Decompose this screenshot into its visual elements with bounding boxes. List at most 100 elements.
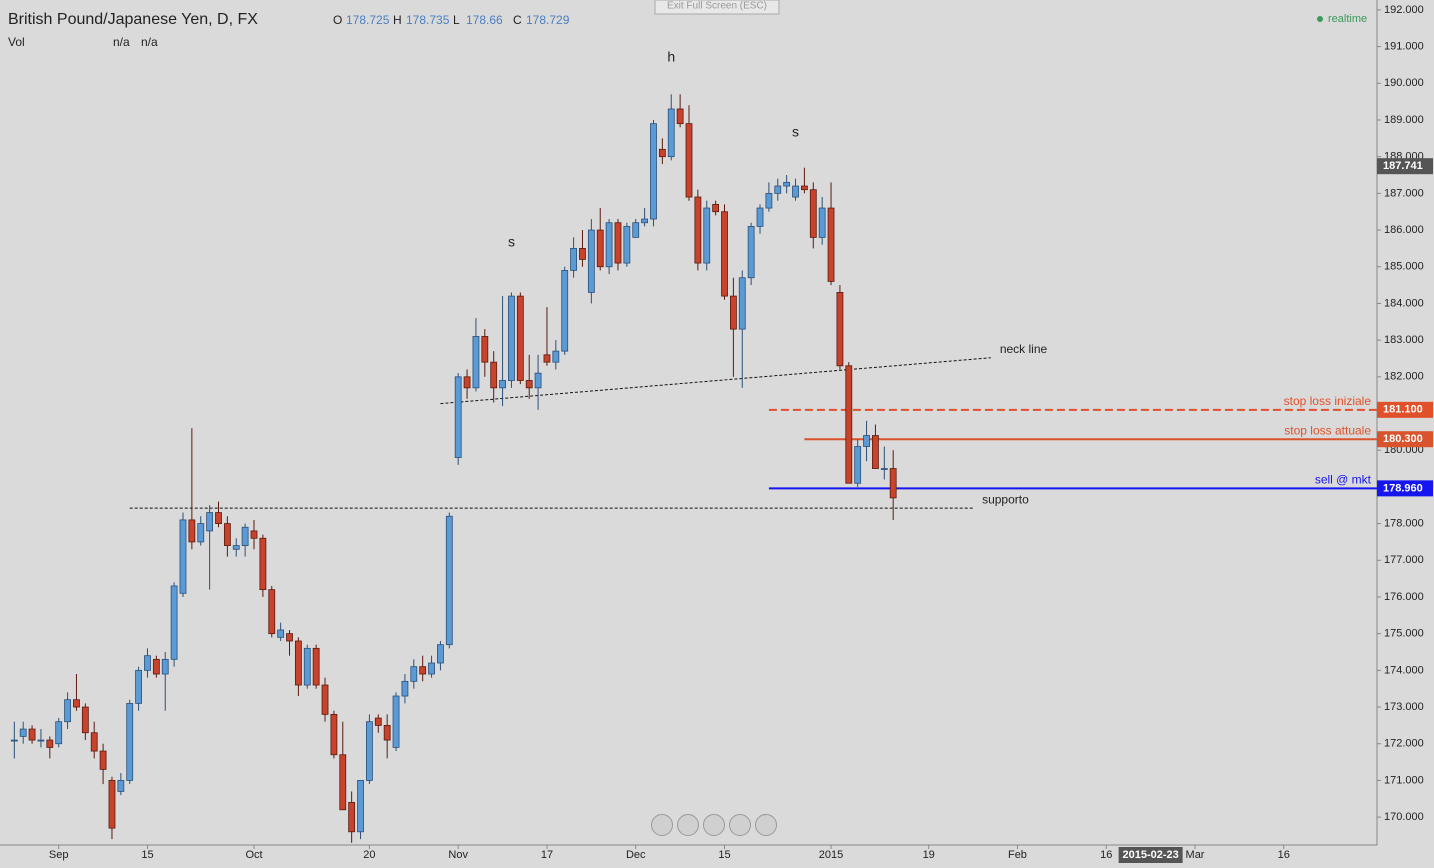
ohlc-key: L [453, 13, 460, 27]
y-tick-label: 172.000 [1384, 738, 1424, 750]
candle-body [508, 295, 515, 381]
x-tick-label: Oct [245, 849, 262, 861]
y-tick-label: 192.000 [1384, 4, 1424, 16]
candle-body [37, 739, 45, 742]
candle-body [135, 669, 143, 704]
candle-body [330, 713, 338, 756]
trend-label: neck line [1000, 342, 1048, 356]
ohlc-value: 178.66 [466, 13, 503, 27]
candle-body [863, 435, 870, 447]
candle-body [241, 526, 249, 546]
x-tick-label: 16 [1100, 849, 1112, 861]
level-tag [1377, 431, 1433, 448]
level-label: sell @ mkt [1315, 473, 1372, 487]
candle-body [170, 585, 178, 660]
candle-body [765, 192, 773, 209]
candle-body [286, 633, 293, 642]
x-tick-label: Feb [1008, 849, 1027, 861]
candle-body [73, 699, 80, 708]
level-tag-label: 178.960 [1383, 482, 1423, 494]
y-tick-label: 184.000 [1384, 297, 1424, 309]
candle-body [161, 658, 169, 675]
y-tick-label: 171.000 [1384, 774, 1424, 786]
fullscreen-button[interactable] [654, 0, 780, 15]
y-tick-label: 183.000 [1384, 334, 1424, 346]
candle-body [179, 519, 187, 594]
level-label: stop loss attuale [1284, 423, 1371, 437]
zoom-out[interactable] [677, 814, 699, 836]
candle-body [676, 108, 684, 125]
reset[interactable] [703, 814, 725, 836]
candle-body [64, 699, 71, 723]
candle-body [872, 435, 879, 469]
candle-body [738, 277, 746, 330]
candle-body [623, 225, 631, 264]
status: realtime [1328, 13, 1367, 25]
candle-body [303, 647, 311, 686]
x-tick-label: 15 [718, 849, 730, 861]
candle-body [596, 229, 604, 268]
candle-body [472, 336, 480, 389]
candle-body [223, 523, 231, 546]
ohlc-key: O [333, 13, 342, 27]
candle-body [561, 270, 569, 352]
candle-body [46, 739, 54, 748]
ohlc-value: 178.729 [526, 13, 570, 27]
x-tick-label: 17 [541, 849, 553, 861]
scroll-left[interactable] [651, 814, 673, 836]
candle-body [463, 376, 471, 389]
candle-body [28, 728, 36, 741]
candle-body [197, 523, 205, 543]
candle-body [792, 185, 799, 198]
candle-body [392, 695, 400, 748]
volume-value: n/a [141, 35, 158, 49]
candle-body [454, 376, 462, 458]
candle-body [294, 640, 302, 686]
x-tick-label: 16 [1278, 849, 1290, 861]
candle-body [499, 380, 506, 389]
candle-body [632, 222, 640, 238]
candle-body [259, 537, 267, 591]
y-tick-label: 175.000 [1384, 628, 1424, 640]
candle-body [658, 148, 666, 158]
scroll-right[interactable] [755, 814, 777, 836]
navigation [651, 814, 777, 836]
volume-label: Vol [8, 35, 25, 49]
candle-body [215, 512, 222, 524]
y-tick-label: 185.000 [1384, 261, 1424, 273]
candle-body [383, 724, 391, 741]
candle-body [374, 717, 382, 726]
candle-body [312, 647, 320, 686]
status-dot [1317, 16, 1323, 22]
zoom-in[interactable] [729, 814, 751, 836]
y-tick-label: 187.000 [1384, 187, 1424, 199]
candle-body [685, 123, 693, 198]
annotation: h [667, 48, 675, 64]
candle-body [552, 350, 560, 363]
candle-body [889, 468, 897, 499]
candle-body [90, 732, 98, 752]
candle-body [703, 207, 711, 264]
annotation: s [792, 124, 799, 140]
x-tick-label: 20 [363, 849, 375, 861]
candle-body [445, 515, 453, 646]
candle-body [880, 468, 888, 470]
y-tick-label: 177.000 [1384, 554, 1424, 566]
x-tick-label: 15 [141, 849, 153, 861]
candle-body [99, 750, 107, 770]
candle-body [366, 721, 373, 781]
candle-body [152, 658, 160, 675]
x-tick-label: Dec [626, 849, 646, 861]
trend-line [440, 357, 991, 405]
fullscreen-label[interactable]: Exit Full Screen (ESC) [667, 1, 767, 12]
candle-body [321, 684, 329, 715]
candle-body [801, 185, 808, 191]
level-label: stop loss iniziale [1284, 394, 1372, 408]
y-tick-label: 176.000 [1384, 591, 1424, 603]
candle-body [516, 295, 524, 381]
candle-body [809, 189, 817, 238]
candle-body [587, 229, 595, 293]
candle-body [490, 361, 498, 389]
